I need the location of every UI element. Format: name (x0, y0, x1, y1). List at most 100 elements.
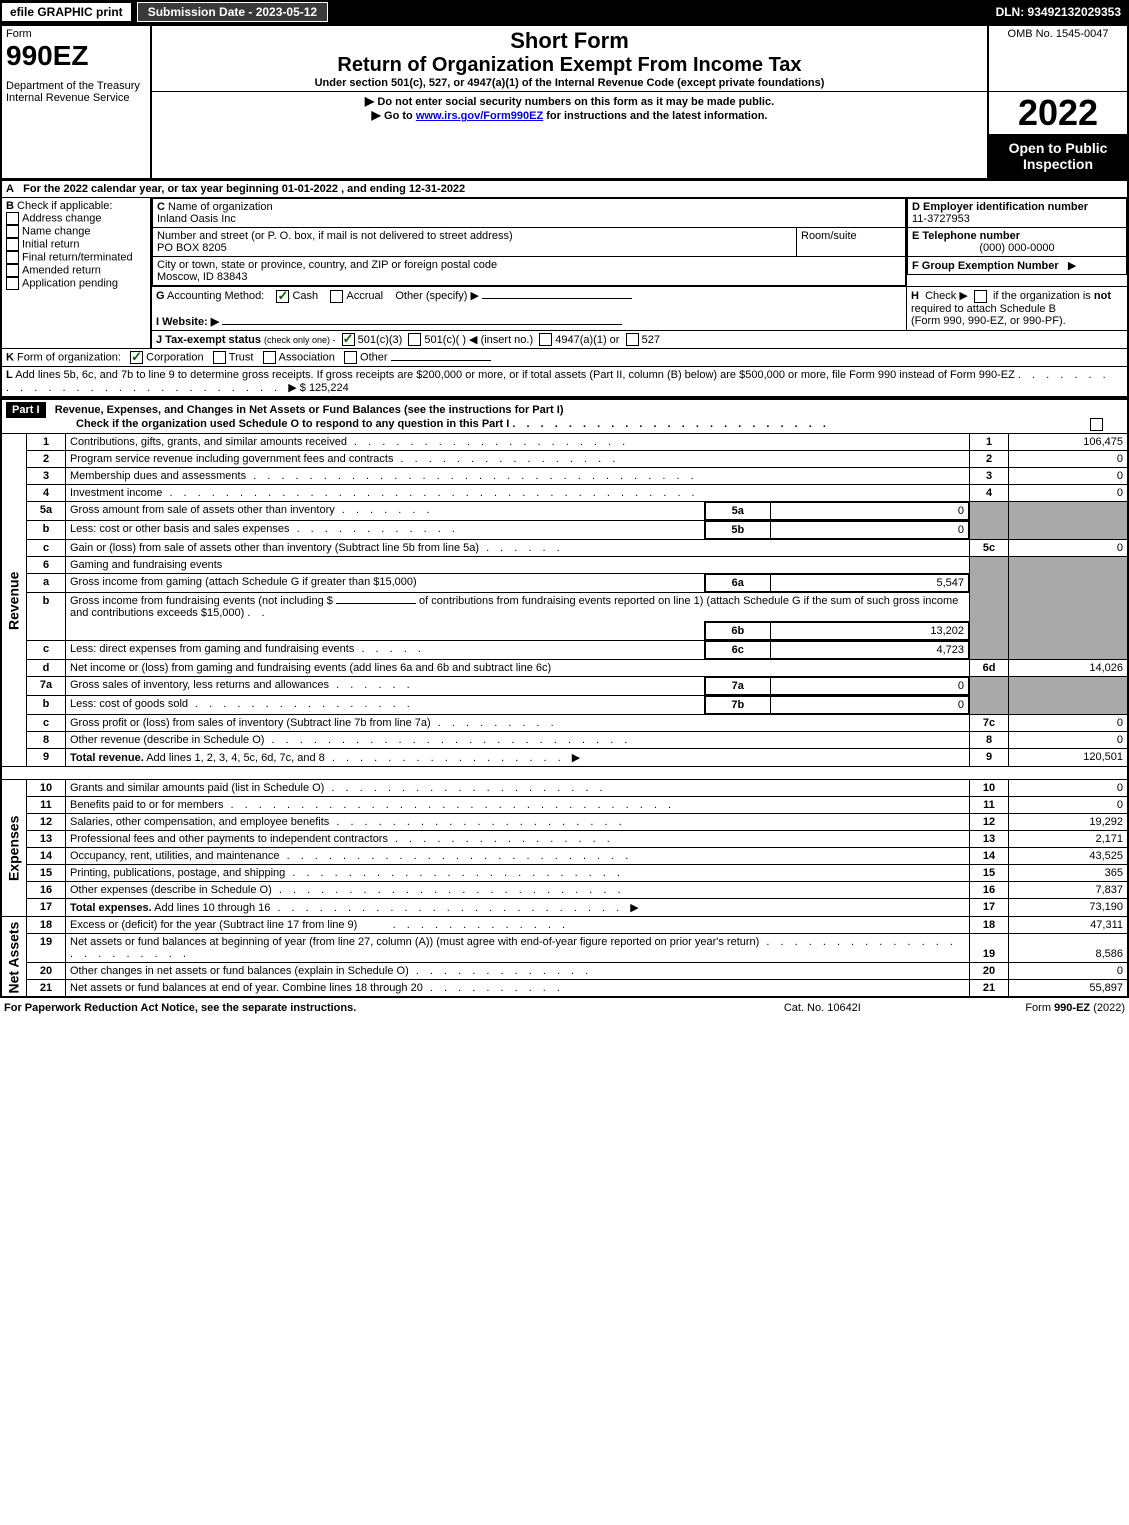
amended-return-checkbox[interactable] (6, 264, 19, 277)
section-f-label: F Group Exemption Number (912, 260, 1059, 272)
501c3-checkbox[interactable] (342, 333, 355, 346)
initial-return-checkbox[interactable] (6, 238, 19, 251)
line-14-text: Occupancy, rent, utilities, and maintena… (70, 850, 280, 862)
line-21-value: 55,897 (1009, 980, 1129, 998)
org-name: Inland Oasis Inc (157, 213, 236, 225)
527-label: 527 (642, 334, 660, 346)
cat-no: Cat. No. 10642I (736, 998, 910, 1018)
other-specify-label: Other (specify) ▶ (395, 290, 479, 302)
line-7a-text: Gross sales of inventory, less returns a… (70, 679, 329, 691)
website-input[interactable] (222, 324, 622, 325)
4947-checkbox[interactable] (539, 333, 552, 346)
section-i-label: I Website: ▶ (156, 316, 219, 328)
name-of-org-label: Name of organization (168, 201, 273, 213)
other-specify-input[interactable] (482, 298, 632, 299)
room-suite-label: Room/suite (801, 230, 857, 242)
line-10-value: 0 (1009, 780, 1129, 797)
line-17-bold: Total expenses. (70, 902, 152, 914)
form-header-table: Form 990EZ Department of the Treasury In… (0, 24, 1129, 180)
section-g-label: G (156, 290, 165, 302)
schedule-o-checkbox[interactable] (1090, 418, 1103, 431)
line-15-value: 365 (1009, 865, 1129, 882)
line-2-value: 0 (1009, 451, 1129, 468)
line-9-value: 120,501 (1009, 749, 1129, 767)
other-org-checkbox[interactable] (344, 351, 357, 364)
line-10-num: 10 (970, 780, 1009, 797)
line-6a-text: Gross income from gaming (attach Schedul… (70, 576, 417, 588)
section-l-label: L (6, 369, 13, 381)
line-18-text: Excess or (deficit) for the year (Subtra… (70, 919, 357, 931)
527-checkbox[interactable] (626, 333, 639, 346)
association-checkbox[interactable] (263, 351, 276, 364)
line-16-text: Other expenses (describe in Schedule O) (70, 884, 272, 896)
section-h-line3: (Form 990, 990-EZ, or 990-PF). (911, 315, 1066, 327)
line-6c-text: Less: direct expenses from gaming and fu… (70, 643, 354, 655)
tax-year: 2022 (989, 92, 1127, 134)
return-title: Return of Organization Exempt From Incom… (156, 54, 983, 77)
line-12-value: 19,292 (1009, 814, 1129, 831)
section-a-table: A For the 2022 calendar year, or tax yea… (0, 180, 1129, 398)
line-5a-num: 5a (705, 503, 770, 520)
amended-return-label: Amended return (22, 264, 101, 276)
cash-checkbox[interactable] (276, 290, 289, 303)
line-6b-blank[interactable] (336, 603, 416, 604)
form-prefix: Form (6, 28, 146, 40)
final-return-label: Final return/terminated (22, 251, 133, 263)
line-2-text: Program service revenue including govern… (70, 453, 393, 465)
line-5c-text: Gain or (loss) from sale of assets other… (70, 542, 479, 554)
section-j-sub: (check only one) - (264, 335, 336, 345)
501c-checkbox[interactable] (408, 333, 421, 346)
line-7b-text: Less: cost of goods sold (70, 698, 188, 710)
street-value: PO BOX 8205 (157, 242, 227, 254)
line-9-bold: Total revenue. (70, 752, 144, 764)
schedule-b-checkbox[interactable] (974, 290, 987, 303)
address-change-checkbox[interactable] (6, 212, 19, 225)
line-20-text: Other changes in net assets or fund bala… (70, 965, 409, 977)
line-10-text: Grants and similar amounts paid (list in… (70, 782, 324, 794)
application-pending-checkbox[interactable] (6, 277, 19, 290)
other-org-input[interactable] (391, 360, 491, 361)
form-of-org-label: Form of organization: (17, 352, 121, 364)
line-5c-num: 5c (970, 540, 1009, 557)
line-6d-num: 6d (970, 660, 1009, 677)
line-7c-value: 0 (1009, 715, 1129, 732)
line-14-value: 43,525 (1009, 848, 1129, 865)
line-6c-num: 6c (705, 642, 770, 659)
trust-checkbox[interactable] (213, 351, 226, 364)
line-12-text: Salaries, other compensation, and employ… (70, 816, 329, 828)
line-7b-value: 0 (770, 697, 968, 714)
name-change-checkbox[interactable] (6, 225, 19, 238)
line-7c-num: 7c (970, 715, 1009, 732)
line-17-num: 17 (970, 899, 1009, 917)
irs-link[interactable]: www.irs.gov/Form990EZ (416, 110, 543, 122)
final-return-checkbox[interactable] (6, 251, 19, 264)
section-d-label: D Employer identification number (912, 201, 1088, 213)
check-if-applicable: Check if applicable: (17, 200, 112, 212)
line-18-value: 47,311 (1009, 917, 1129, 934)
section-c-label: C (157, 201, 165, 213)
form-number: 990EZ (6, 40, 146, 72)
part-i-sub: (see the instructions for Part I) (404, 404, 564, 416)
line-17-value: 73,190 (1009, 899, 1129, 917)
section-h-label: H (911, 290, 919, 302)
section-a-text: For the 2022 calendar year, or tax year … (23, 183, 465, 195)
section-f-arrow: ▶ (1068, 260, 1076, 272)
accrual-checkbox[interactable] (330, 290, 343, 303)
short-form-title: Short Form (156, 28, 983, 54)
insert-no-label: ◀ (insert no.) (469, 334, 533, 346)
association-label: Association (279, 352, 335, 364)
corporation-checkbox[interactable] (130, 351, 143, 364)
line-5b-value: 0 (770, 522, 968, 539)
application-pending-label: Application pending (22, 277, 118, 289)
line-7c-text: Gross profit or (loss) from sales of inv… (70, 717, 431, 729)
line-6b-value: 13,202 (770, 623, 968, 640)
4947-label: 4947(a)(1) or (555, 334, 619, 346)
arrow-icon: ▶ (365, 94, 378, 108)
line-6b-num: 6b (705, 623, 770, 640)
arrow-icon: ▶ (371, 108, 384, 122)
line-5a-text: Gross amount from sale of assets other t… (70, 504, 335, 516)
other-org-label: Other (360, 352, 388, 364)
efile-print-label: efile GRAPHIC print (0, 1, 133, 23)
section-h-not: not (1094, 290, 1111, 302)
501c3-label: 501(c)(3) (358, 334, 403, 346)
